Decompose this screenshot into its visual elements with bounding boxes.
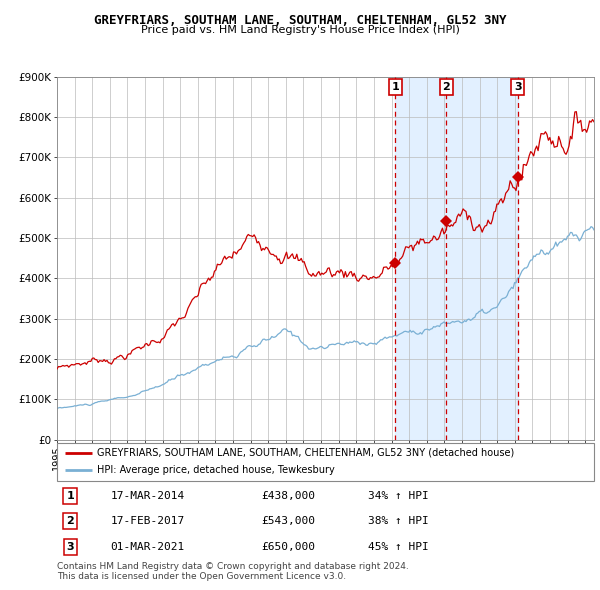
Text: 2: 2: [443, 82, 451, 92]
FancyBboxPatch shape: [57, 442, 594, 481]
Text: 17-FEB-2017: 17-FEB-2017: [111, 516, 185, 526]
Text: GREYFRIARS, SOUTHAM LANE, SOUTHAM, CHELTENHAM, GL52 3NY (detached house): GREYFRIARS, SOUTHAM LANE, SOUTHAM, CHELT…: [97, 448, 515, 458]
Text: GREYFRIARS, SOUTHAM LANE, SOUTHAM, CHELTENHAM, GL52 3NY: GREYFRIARS, SOUTHAM LANE, SOUTHAM, CHELT…: [94, 14, 506, 27]
Text: 3: 3: [514, 82, 521, 92]
Text: 3: 3: [67, 542, 74, 552]
Text: 1: 1: [391, 82, 399, 92]
Text: 38% ↑ HPI: 38% ↑ HPI: [368, 516, 429, 526]
Text: £438,000: £438,000: [261, 491, 315, 501]
Text: Contains HM Land Registry data © Crown copyright and database right 2024.
This d: Contains HM Land Registry data © Crown c…: [57, 562, 409, 581]
Text: 2: 2: [67, 516, 74, 526]
Text: £543,000: £543,000: [261, 516, 315, 526]
Text: 45% ↑ HPI: 45% ↑ HPI: [368, 542, 429, 552]
Text: 17-MAR-2014: 17-MAR-2014: [111, 491, 185, 501]
Text: 1: 1: [67, 491, 74, 501]
Text: £650,000: £650,000: [261, 542, 315, 552]
Text: Price paid vs. HM Land Registry's House Price Index (HPI): Price paid vs. HM Land Registry's House …: [140, 25, 460, 35]
Text: HPI: Average price, detached house, Tewkesbury: HPI: Average price, detached house, Tewk…: [97, 466, 335, 476]
Bar: [395, 77, 518, 440]
Text: 34% ↑ HPI: 34% ↑ HPI: [368, 491, 429, 501]
Text: 01-MAR-2021: 01-MAR-2021: [111, 542, 185, 552]
